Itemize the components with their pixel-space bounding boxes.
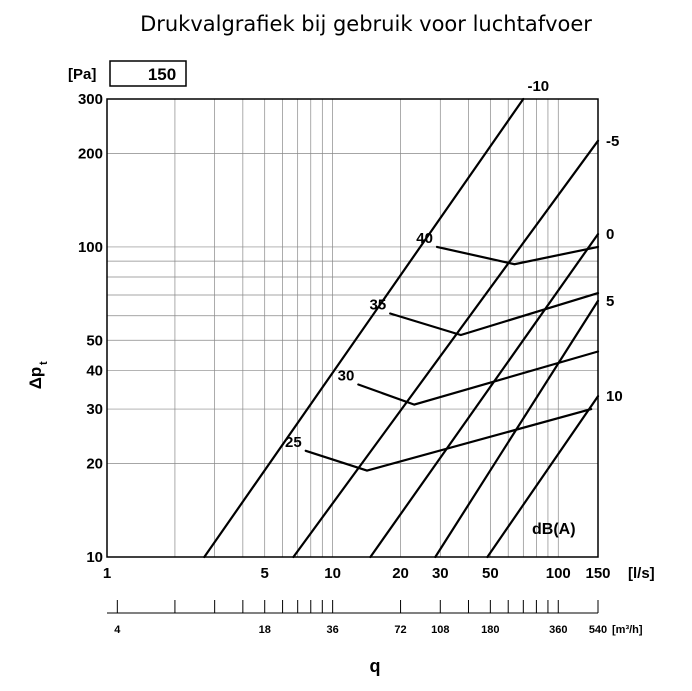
y-tick-label: 50 [86,332,103,349]
sound-lines: 40 35 30 25 [285,230,600,472]
x2-tick-label: 540 [589,624,607,636]
x2-tick-label: 72 [394,624,406,636]
correction-label: 0 [606,226,614,243]
y-axis-title: Δp t [26,361,50,389]
x2-tick-label: 18 [259,624,271,636]
x-tick-label: 30 [432,565,449,582]
x2-tick-label: 36 [327,624,339,636]
y-tick-label: 20 [86,456,103,473]
y-tick-label: 10 [86,549,103,566]
correction-line [486,395,600,559]
y-ticks: 10 20 30 40 50 100 200 300 [78,91,103,566]
correction-line [369,233,600,559]
x-tick-label: 150 [585,565,610,582]
x-tick-label: 10 [324,565,341,582]
y-unit-label: [Pa] [68,66,96,83]
x2-tick-label: 360 [549,624,567,636]
dba-label: dB(A) [532,521,576,538]
y-tick-label: 200 [78,146,103,163]
correction-line [292,139,600,559]
plot-frame [106,98,599,558]
x-unit-label: [l/s] [628,565,655,582]
sound-level-line [304,408,593,472]
sound-level-label: 35 [370,296,387,313]
correction-line [203,97,525,559]
setpoint-value: 150 [148,65,176,84]
y-axis-label: Δp [26,367,45,390]
secondary-x-axis: 4 18 36 72 108 180 360 540 [107,600,607,636]
sound-level-line [389,292,600,337]
x2-tick-label: 108 [431,624,449,636]
x-tick-label: 100 [546,565,571,582]
x-tick-label: 5 [261,565,269,582]
sound-level-line [435,245,600,266]
y-tick-label: 40 [86,362,103,379]
x-tick-label: 50 [482,565,499,582]
y-tick-label: 100 [78,239,103,256]
correction-label: -10 [527,78,549,95]
grid [107,99,598,557]
correction-label: 5 [606,293,614,310]
sound-level-label: 25 [285,434,302,451]
y-axis-label-sub: t [38,361,50,365]
sound-level-label: 40 [416,230,433,247]
x-tick-label: 1 [103,565,111,582]
setpoint-box [109,60,187,87]
x-ticks: 1 5 10 20 30 50 100 150 [103,565,611,582]
correction-label: 10 [606,388,623,405]
y-tick-label: 30 [86,401,103,418]
x2-unit-label: [m³/h] [612,624,643,636]
sound-level-line [357,350,600,406]
y-tick-label: 300 [78,91,103,108]
sound-level-label: 30 [338,368,355,385]
x2-tick-label: 180 [481,624,499,636]
chart-title: Drukvalgrafiek bij gebruik voor luchtafv… [140,12,592,36]
x-axis-label: q [370,656,381,676]
correction-lines: -10 -5 0 5 10 [203,78,623,559]
x-tick-label: 20 [392,565,409,582]
correction-label: -5 [606,133,619,150]
x2-tick-label: 4 [114,624,121,636]
